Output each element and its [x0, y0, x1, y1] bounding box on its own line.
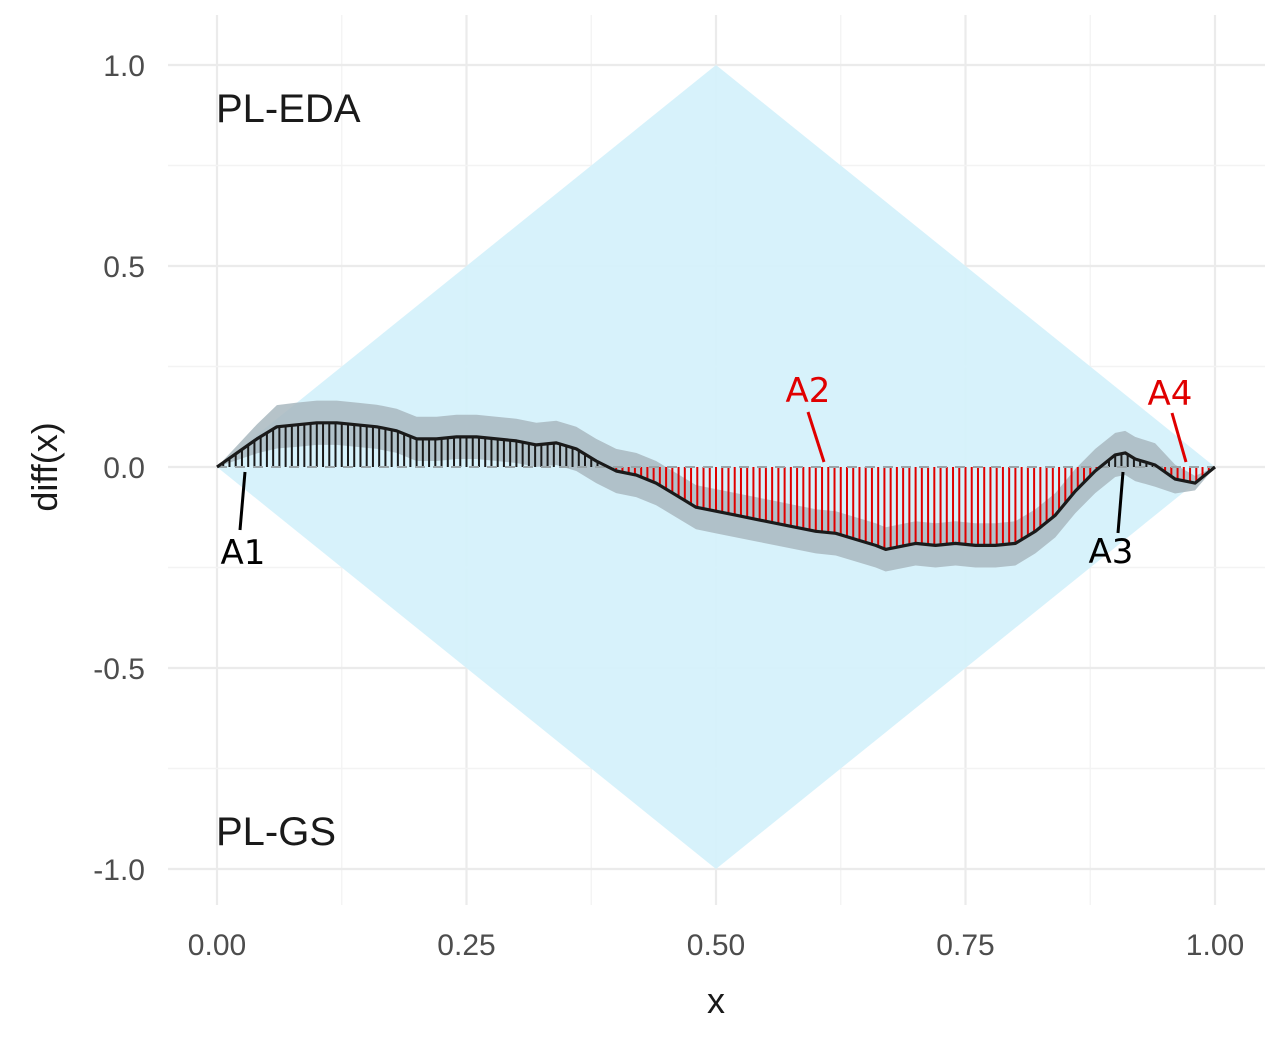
annotation-leader-a2: [806, 411, 826, 463]
tick-labels: 0.00 0.25 0.50 0.75 1.00 1.0 0.5 0.0 -0.5 -1.0: [93, 50, 1244, 962]
y-tick-label-4: -1.0: [93, 854, 145, 887]
annotation-label-a3: A3: [1089, 532, 1134, 572]
annotation-label-a4: A4: [1148, 374, 1193, 414]
hatch-lines: [217, 422, 1215, 549]
x-tick-label-0: 0.00: [188, 929, 246, 962]
annotation-leader-a4: [1170, 412, 1188, 463]
y-tick-label-3: -0.5: [93, 653, 145, 686]
corner-label-bottom: PL-GS: [216, 810, 336, 854]
y-tick-label-0: 1.0: [103, 50, 145, 83]
x-tick-label-3: 0.75: [936, 929, 994, 962]
annotations: A1 A2 A3 A4: [221, 371, 1193, 573]
y-tick-label-2: 0.0: [103, 452, 145, 485]
annotation-leader-a1: [238, 471, 247, 531]
annotation-label-a2: A2: [786, 371, 831, 411]
annotation-leader-a3: [1116, 471, 1125, 534]
diff-curve: [216, 421, 1217, 551]
corner-label-top: PL-EDA: [216, 87, 361, 131]
y-axis-title: diff(x): [24, 422, 65, 511]
x-tick-label-4: 1.00: [1186, 929, 1244, 962]
annotation-label-a1: A1: [221, 533, 266, 573]
x-axis-title: x: [707, 980, 725, 1021]
x-tick-label-1: 0.25: [437, 929, 495, 962]
y-tick-label-1: 0.5: [103, 251, 145, 284]
x-tick-label-2: 0.50: [687, 929, 745, 962]
diff-line: [216, 421, 1217, 551]
